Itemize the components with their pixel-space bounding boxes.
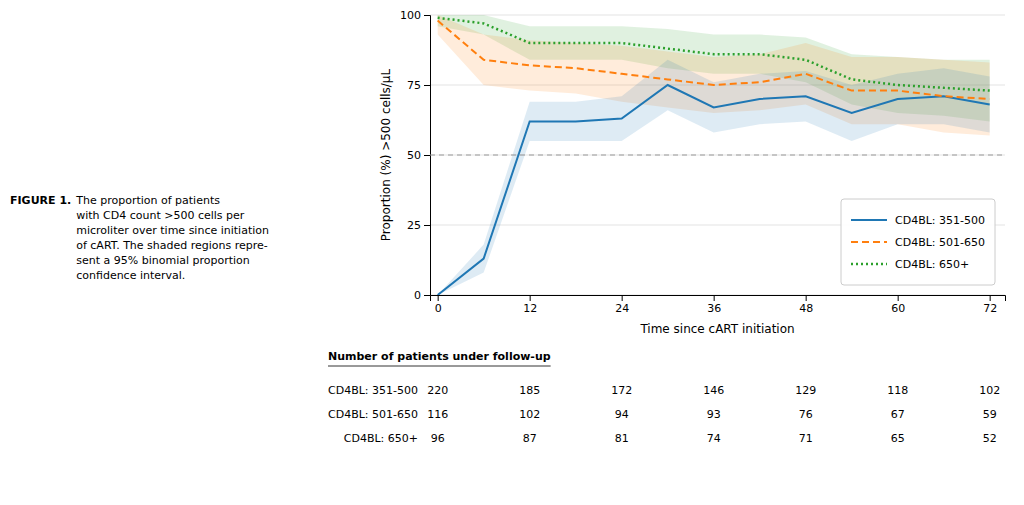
x-tick-label: 60	[891, 302, 905, 315]
table-row-label: CD4BL: 351-500	[328, 384, 418, 397]
y-tick-mark	[424, 15, 430, 16]
x-tick: 0	[435, 295, 442, 315]
caption-line: with CD4 count >500 cells per	[76, 209, 245, 222]
grid-line	[430, 15, 1005, 16]
x-tick-label: 36	[707, 302, 721, 315]
y-tick: 100	[400, 9, 430, 22]
table: CD4BL: 351-500 CD4BL: 501-650 CD4BL: 650+ 2…	[328, 350, 1000, 445]
table-cell: 96	[431, 432, 445, 445]
y-tick-mark	[424, 225, 430, 226]
table-header: Number of patients under follow-up	[328, 350, 551, 363]
table-cell: 102	[519, 408, 540, 421]
y-tick: 0	[414, 289, 430, 302]
chart-svg: 0 12 24 36 48 60 72 0 25 50 75 100 Time since cART i…	[0, 0, 1024, 505]
caption: FIGURE 1. The proportion of patients with …	[10, 194, 269, 282]
legend-label: CD4BL: 650+	[895, 258, 969, 271]
table-header-underline	[328, 366, 551, 367]
caption-line: sent a 95% binomial proportion	[76, 254, 250, 267]
y-tick-label: 75	[407, 79, 421, 92]
caption-line: confidence interval.	[76, 269, 185, 282]
ci-band	[438, 60, 990, 295]
x-tick-label: 24	[615, 302, 629, 315]
plot-area	[430, 15, 1005, 295]
x-tick: 36	[707, 295, 721, 315]
figure-label: FIGURE 1.	[10, 194, 71, 207]
x-axis-title: Time since cART initiation	[639, 322, 794, 336]
table-cell: 52	[983, 432, 997, 445]
x-tick-mark	[530, 295, 531, 301]
y-tick-mark	[424, 85, 430, 86]
table-cell: 94	[615, 408, 629, 421]
legend-item: CD4BL: 650+	[851, 258, 969, 271]
x-tick: 72	[983, 295, 997, 315]
legend-item: CD4BL: 501-650	[851, 236, 985, 249]
table-cell: 81	[615, 432, 629, 445]
x-tick: 48	[799, 295, 813, 315]
table-cell: 116	[427, 408, 448, 421]
x-tick-mark	[898, 295, 899, 301]
table-cell: 67	[891, 408, 905, 421]
grid	[430, 15, 1005, 295]
y-tick: 75	[407, 79, 430, 92]
y-tick-mark	[424, 155, 430, 156]
y-tick: 25	[407, 219, 430, 232]
table-cell: 93	[707, 408, 721, 421]
x-tick-mark	[622, 295, 623, 301]
x-tick-label: 48	[799, 302, 813, 315]
table-cell: 102	[979, 384, 1000, 397]
y-axis-line	[424, 16, 431, 296]
table-row-label: CD4BL: 501-650	[328, 408, 418, 421]
x-axis: 0 12 24 36 48 60 72	[431, 295, 1006, 315]
x-tick-label: 72	[983, 302, 997, 315]
legend-box	[841, 199, 995, 285]
table-cell: 74	[707, 432, 721, 445]
table-cell: 185	[519, 384, 540, 397]
x-tick-mark	[438, 295, 439, 301]
table-cell: 220	[427, 384, 448, 397]
legend-label: CD4BL: 351-500	[895, 214, 985, 227]
table-cell: 118	[887, 384, 908, 397]
table-cell: 71	[799, 432, 813, 445]
x-tick-label: 0	[435, 302, 442, 315]
reference-line	[430, 154, 1005, 155]
table-cell: 76	[799, 408, 813, 421]
caption-line: of cART. The shaded regions repre-	[76, 239, 268, 252]
legend-swatch	[851, 241, 887, 243]
series-line	[438, 18, 990, 91]
series-line	[438, 85, 990, 295]
x-tick: 60	[891, 295, 905, 315]
caption-line: The proportion of patients	[75, 194, 220, 207]
table-cell: 65	[891, 432, 905, 445]
legend-swatch	[851, 263, 887, 266]
x-axis-line	[431, 296, 1006, 302]
legend: CD4BL: 351-500 CD4BL: 501-650 CD4BL: 650+	[841, 199, 995, 285]
y-tick: 50	[407, 149, 430, 162]
caption-line: microliter over time since initiation	[76, 224, 269, 237]
table-cell: 87	[523, 432, 537, 445]
x-tick-mark	[990, 295, 991, 301]
table-cell: 146	[703, 384, 724, 397]
y-tick-label: 50	[407, 149, 421, 162]
table-cell: 59	[983, 408, 997, 421]
legend-swatch	[851, 219, 887, 221]
legend-item: CD4BL: 351-500	[851, 214, 985, 227]
y-tick-mark	[424, 295, 430, 296]
table-cell: 172	[611, 384, 632, 397]
y-tick-label: 25	[407, 219, 421, 232]
y-axis-title: Proportion (%) >500 cells/μL	[379, 69, 393, 242]
x-tick-mark	[714, 295, 715, 301]
series-line	[438, 21, 990, 99]
x-tick: 12	[523, 295, 537, 315]
table-cell: 129	[795, 384, 816, 397]
table-row-label: CD4BL: 650+	[344, 432, 418, 445]
x-tick: 24	[615, 295, 629, 315]
y-tick-label: 0	[414, 289, 421, 302]
x-tick-mark	[806, 295, 807, 301]
legend-label: CD4BL: 501-650	[895, 236, 985, 249]
y-axis: 0 25 50 75 100	[400, 9, 431, 302]
x-tick-label: 12	[523, 302, 537, 315]
y-tick-label: 100	[400, 9, 421, 22]
